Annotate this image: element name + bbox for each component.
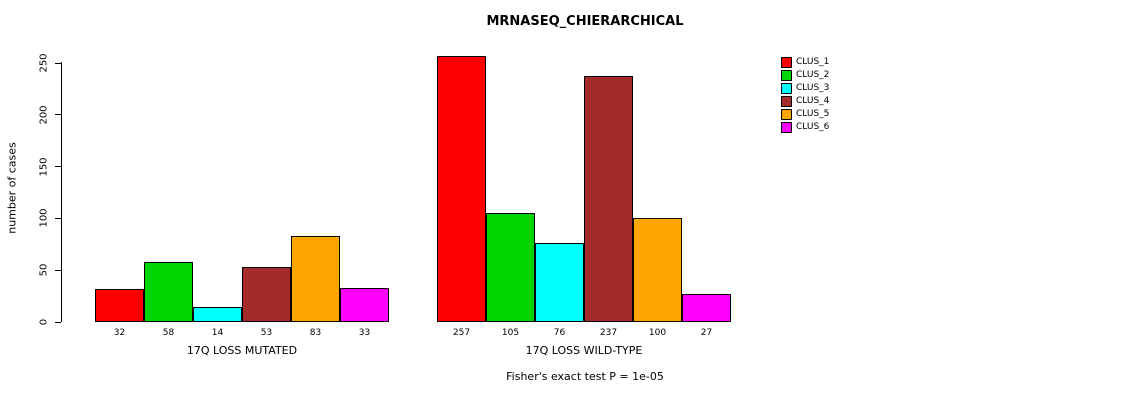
bar-clus_2 [144, 262, 193, 322]
legend-item: CLUS_4 [781, 95, 829, 108]
legend-swatch [781, 96, 792, 107]
bar-value-label: 76 [553, 328, 566, 338]
bar-value-label: 33 [358, 328, 371, 338]
y-tick-label: 0 [38, 318, 50, 326]
legend-swatch [781, 83, 792, 94]
legend-label: CLUS_5 [796, 109, 830, 119]
legend-label: CLUS_3 [796, 83, 830, 93]
bar-value-label: 105 [501, 328, 520, 338]
group-label-wildtype: 17Q LOSS WILD-TYPE [525, 344, 643, 357]
bar-value-label: 257 [452, 328, 471, 338]
plot-area: number of cases 17Q LOSS MUTATED 17Q LOS… [6, 50, 762, 357]
bar-value-label: 83 [309, 328, 322, 338]
y-axis-title: number of cases [5, 142, 19, 234]
bar-value-label: 58 [162, 328, 175, 338]
legend-swatch [781, 57, 792, 68]
y-tick [55, 62, 61, 64]
y-tick [55, 269, 61, 271]
chart-title: MRNASEQ_CHIERARCHICAL [486, 14, 684, 29]
bar-clus_1 [437, 56, 486, 322]
bar-clus_2 [486, 213, 535, 322]
legend-label: CLUS_6 [796, 122, 830, 132]
legend-swatch [781, 109, 792, 120]
bar-value-label: 27 [700, 328, 713, 338]
bar-clus_6 [682, 294, 731, 322]
y-tick-label: 150 [38, 157, 50, 177]
bar-clus_5 [291, 236, 340, 322]
bar-clus_3 [535, 243, 584, 322]
y-tick-label: 50 [38, 263, 50, 277]
y-tick [55, 321, 61, 323]
y-tick [55, 217, 61, 219]
bar-value-label: 237 [599, 328, 618, 338]
bar-value-label: 100 [648, 328, 667, 338]
legend: CLUS_1 CLUS_2 CLUS_3 CLUS_4 CLUS_5 CLUS_6 [781, 56, 829, 134]
footer-note: Fisher's exact test P = 1e-05 [506, 370, 664, 383]
y-tick [55, 166, 61, 168]
bar-clus_6 [340, 288, 389, 322]
y-tick-label: 200 [38, 105, 50, 125]
legend-item: CLUS_5 [781, 108, 829, 121]
bar-clus_3 [193, 307, 242, 322]
legend-swatch [781, 70, 792, 81]
legend-swatch [781, 122, 792, 133]
bar-value-label: 14 [211, 328, 224, 338]
legend-item: CLUS_1 [781, 56, 829, 69]
legend-item: CLUS_2 [781, 69, 829, 82]
bar-value-label: 53 [260, 328, 273, 338]
y-tick-label: 250 [38, 53, 50, 73]
y-axis-line [61, 62, 62, 322]
y-tick-label: 100 [38, 208, 50, 228]
y-tick [55, 114, 61, 116]
legend-label: CLUS_2 [796, 70, 830, 80]
legend-item: CLUS_3 [781, 82, 829, 95]
legend-label: CLUS_4 [796, 96, 830, 106]
bar-clus_1 [95, 289, 144, 322]
legend-item: CLUS_6 [781, 121, 829, 134]
bar-value-label: 32 [113, 328, 126, 338]
bar-clus_4 [242, 267, 291, 322]
legend-label: CLUS_1 [796, 57, 830, 67]
bar-clus_4 [584, 76, 633, 322]
group-label-mutated: 17Q LOSS MUTATED [186, 344, 298, 357]
bar-clus_5 [633, 218, 682, 322]
